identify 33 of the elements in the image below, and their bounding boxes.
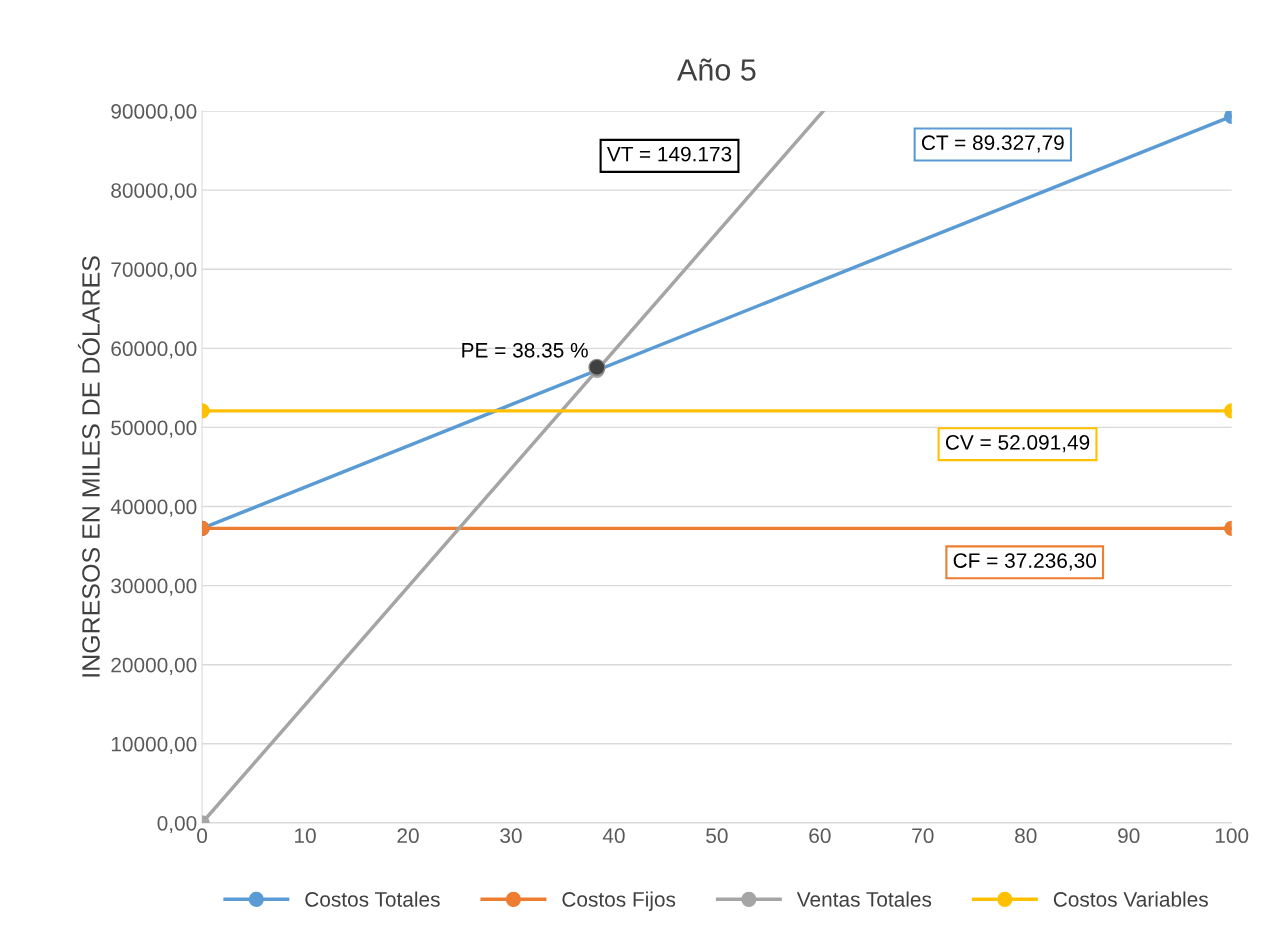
chart-title: Año 5 xyxy=(677,58,756,81)
y-tick-label: 70000,00 xyxy=(111,262,197,280)
x-tick-label: 90 xyxy=(1118,828,1140,844)
annotation: CT = 89.327,79 xyxy=(921,135,1064,153)
y-tick-label: 90000,00 xyxy=(111,104,197,122)
y-tick-label: 0,00 xyxy=(157,815,197,834)
x-tick-label: 100 xyxy=(1215,828,1249,844)
y-tick-label: 40000,00 xyxy=(110,499,197,517)
legend-label: Costos Variables xyxy=(1053,891,1208,907)
x-tick-label: 0 xyxy=(197,828,208,844)
y-tick-label: 50000,00 xyxy=(111,420,197,438)
y-tick-label: 30000,00 xyxy=(111,578,197,596)
x-tick-label: 20 xyxy=(397,828,419,844)
x-tick-label: 60 xyxy=(809,828,831,844)
annotation: CV = 52.091,49 xyxy=(945,435,1090,453)
annotation: PE = 38.35 % xyxy=(462,342,588,358)
x-tick-label: 40 xyxy=(602,828,625,844)
x-tick-label: 80 xyxy=(1015,828,1037,844)
annotation: CF = 37.236,30 xyxy=(953,553,1097,571)
x-tick-label: 30 xyxy=(500,828,522,844)
y-tick-label: 60000,00 xyxy=(111,341,197,359)
y-tick-label: 10000,00 xyxy=(111,736,197,755)
legend-label: Costos Fijos xyxy=(562,891,676,911)
annotation: VT = 149.173 xyxy=(606,146,732,162)
legend-label: Ventas Totales xyxy=(796,891,932,907)
y-axis-title: INGRESOS EN MILES DE DÓLARES xyxy=(77,256,100,677)
y-tick-label: 80000,00 xyxy=(111,183,197,201)
x-tick-label: 10 xyxy=(295,828,316,844)
x-tick-label: 70 xyxy=(912,828,934,844)
y-tick-label: 20000,00 xyxy=(111,657,197,675)
legend-label: Costos Totales xyxy=(305,891,440,907)
x-tick-label: 50 xyxy=(706,828,728,844)
point xyxy=(588,358,606,376)
